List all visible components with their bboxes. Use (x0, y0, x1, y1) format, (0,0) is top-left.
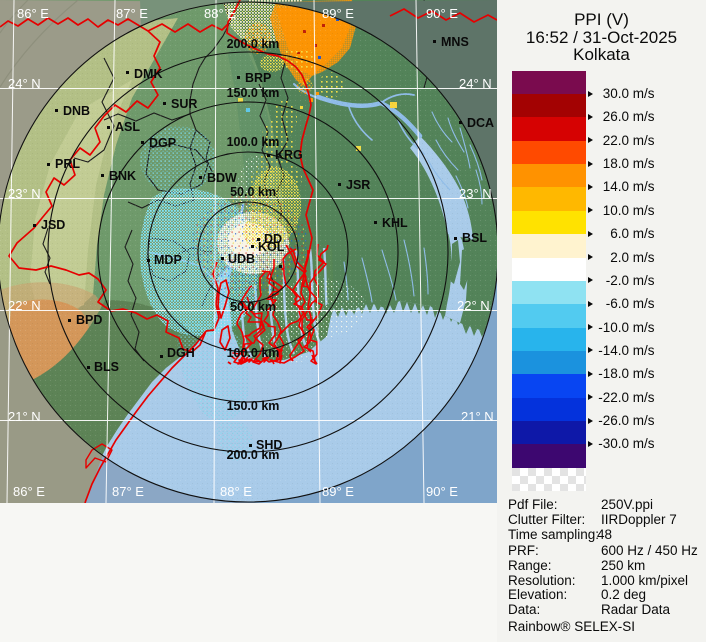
svg-text:DD: DD (264, 232, 282, 246)
svg-text:DGH: DGH (167, 346, 195, 360)
svg-text:DCA: DCA (467, 116, 494, 130)
svg-text:SHD: SHD (256, 438, 282, 452)
svg-text:90° E: 90° E (426, 484, 458, 499)
svg-text:MDP: MDP (154, 253, 182, 267)
svg-text:DNB: DNB (63, 104, 90, 118)
svg-text:BDW: BDW (207, 171, 237, 185)
svg-text:PRL: PRL (55, 157, 80, 171)
svg-text:ASL: ASL (115, 120, 140, 134)
svg-text:50.0 km: 50.0 km (230, 185, 276, 199)
svg-text:MNS: MNS (441, 35, 469, 49)
svg-text:89° E: 89° E (322, 484, 354, 499)
svg-text:KOL: KOL (258, 240, 285, 254)
svg-text:50.0 km: 50.0 km (230, 300, 276, 314)
svg-text:24° N: 24° N (8, 76, 41, 91)
svg-text:BSL: BSL (462, 231, 487, 245)
svg-text:88° E: 88° E (220, 484, 252, 499)
svg-text:21° N: 21° N (8, 409, 41, 424)
svg-text:87° E: 87° E (116, 6, 148, 21)
svg-text:100.0 km: 100.0 km (227, 135, 280, 149)
svg-text:88° E: 88° E (204, 6, 236, 21)
svg-text:23° N: 23° N (8, 186, 41, 201)
svg-text:BRP: BRP (245, 71, 271, 85)
svg-text:SUR: SUR (171, 97, 197, 111)
svg-text:UDB: UDB (228, 252, 255, 266)
svg-text:89° E: 89° E (322, 6, 354, 21)
svg-text:87° E: 87° E (112, 484, 144, 499)
svg-text:100.0 km: 100.0 km (227, 346, 280, 360)
svg-text:DGP: DGP (149, 136, 176, 150)
svg-text:86° E: 86° E (13, 484, 45, 499)
svg-text:BNK: BNK (109, 169, 136, 183)
svg-text:24° N: 24° N (459, 76, 492, 91)
svg-text:JSR: JSR (346, 178, 370, 192)
svg-text:200.0 km: 200.0 km (227, 37, 280, 51)
svg-text:KHL: KHL (382, 216, 408, 230)
svg-text:86° E: 86° E (17, 6, 49, 21)
svg-text:150.0 km: 150.0 km (227, 399, 280, 413)
svg-text:150.0 km: 150.0 km (227, 86, 280, 100)
svg-text:BPD: BPD (76, 313, 102, 327)
svg-text:KRG: KRG (275, 148, 303, 162)
svg-text:21° N: 21° N (461, 409, 494, 424)
svg-text:JSD: JSD (41, 218, 65, 232)
svg-text:22° N: 22° N (457, 298, 490, 313)
svg-text:23° N: 23° N (459, 186, 492, 201)
svg-text:DMK: DMK (134, 67, 162, 81)
svg-text:90° E: 90° E (426, 6, 458, 21)
svg-text:200.0 km: 200.0 km (227, 448, 280, 462)
svg-text:22° N: 22° N (8, 298, 41, 313)
svg-text:BLS: BLS (94, 360, 119, 374)
